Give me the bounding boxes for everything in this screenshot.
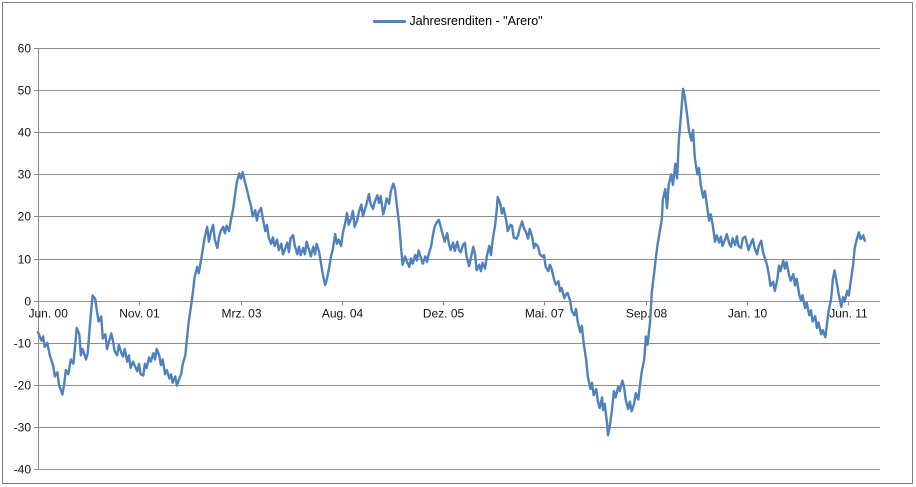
x-tick-label: Aug. 04 bbox=[322, 307, 364, 321]
y-tick-label: -30 bbox=[14, 421, 32, 435]
series-line bbox=[36, 87, 866, 437]
x-tick-label: Mrz. 03 bbox=[221, 307, 261, 321]
y-tick-label: 10 bbox=[18, 253, 32, 267]
y-tick-label: 40 bbox=[18, 126, 32, 140]
y-tick-label: 60 bbox=[18, 42, 32, 56]
x-tick-label: Jun. 11 bbox=[829, 307, 868, 321]
y-tick-label: -40 bbox=[14, 463, 32, 477]
y-tick-label: -20 bbox=[14, 379, 32, 393]
y-tick-label: 50 bbox=[18, 84, 32, 98]
x-tick-label: Dez. 05 bbox=[423, 307, 465, 321]
x-tick-label: Jan. 10 bbox=[728, 307, 768, 321]
x-tick-label: Mai. 07 bbox=[525, 307, 565, 321]
y-tick-label: -10 bbox=[14, 337, 32, 351]
y-tick-label: 0 bbox=[24, 295, 31, 309]
x-tick-label: Jun. 00 bbox=[29, 307, 69, 321]
x-tick-label: Sep. 08 bbox=[626, 307, 668, 321]
y-tick-label: 30 bbox=[18, 168, 32, 182]
x-tick-label: Nov. 01 bbox=[119, 307, 160, 321]
y-tick-label: 20 bbox=[18, 210, 32, 224]
